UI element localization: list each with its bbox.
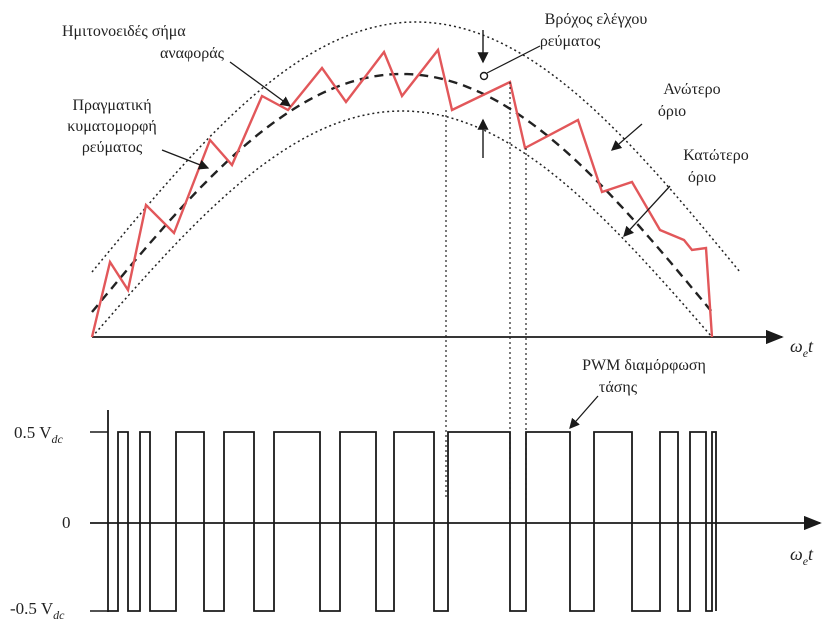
- lower-label-line1: Κατώτερο: [683, 147, 748, 164]
- pwm-voltage-waveform: [108, 431, 717, 612]
- actual-label-line1: Πραγματική: [72, 97, 151, 114]
- bottom-x-axis-label: ωet: [790, 544, 814, 568]
- loop-label-line2: ρεύματος: [540, 33, 601, 50]
- upper-label-line2: όριο: [658, 103, 686, 120]
- reference-label-line1: Ημιτονοειδές σήμα: [62, 23, 186, 40]
- upper-label-arrow: [611, 123, 643, 151]
- lower-label-arrow: [623, 185, 671, 237]
- actual-label-line2: κυματομορφή: [67, 118, 157, 135]
- pwm-label-line1: PWM διαμόρφωση: [582, 357, 706, 374]
- reference-label-line2: αναφοράς: [160, 45, 225, 62]
- pos-level-label: 0.5 Vdc: [14, 423, 63, 446]
- actual-current-waveform: [90, 47, 714, 338]
- loop-marker-dot: [479, 71, 489, 81]
- actual-label-line3: ρεύματος: [82, 139, 143, 156]
- zero-level-label: 0: [62, 513, 71, 532]
- lower-label-line2: όριο: [688, 169, 716, 186]
- lower-bound-curve: [91, 110, 713, 338]
- pwm-label-line2: τάσης: [599, 379, 638, 396]
- neg-level-label: -0.5 Vdc: [10, 599, 65, 622]
- loop-label-leader: [486, 45, 541, 74]
- reference-sine-curve: [91, 72, 713, 313]
- pwm-label-arrow: [569, 395, 599, 429]
- upper-label-line1: Ανώτερο: [663, 81, 720, 98]
- upper-bound-curve: [91, 21, 741, 273]
- top-x-axis-label: ωet: [790, 336, 814, 360]
- actual-label-arrow: [161, 149, 210, 170]
- reference-label-arrow: [229, 61, 292, 107]
- loop-label-line1: Βρόχος ελέγχου: [545, 11, 648, 28]
